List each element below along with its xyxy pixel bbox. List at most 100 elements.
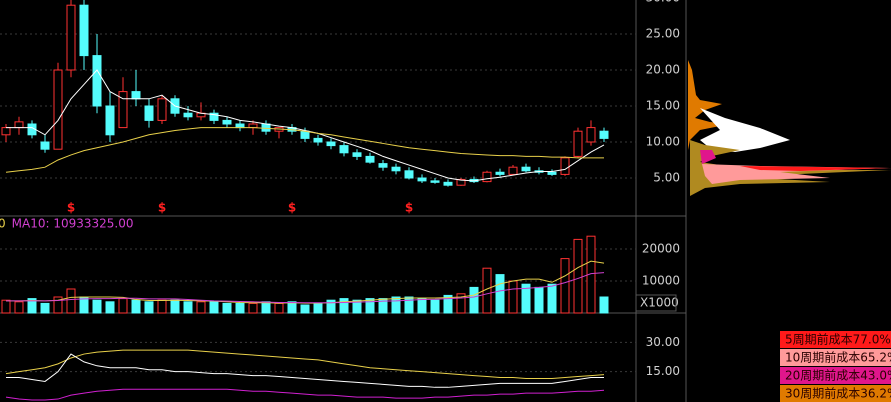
volume-bar — [521, 283, 531, 314]
y-tick-label: 10.00 — [646, 135, 680, 149]
y-tick-label: 25.00 — [646, 27, 680, 41]
volume-bar — [378, 298, 388, 314]
candle-body — [92, 55, 102, 107]
chip-shape — [688, 60, 730, 150]
volume-bar — [53, 296, 63, 314]
candle-body — [66, 4, 76, 71]
volume-bar — [599, 296, 609, 314]
volume-bar — [261, 301, 271, 314]
volume-bar — [404, 296, 414, 314]
chip-shape — [690, 140, 891, 196]
y-tick-label: 5.00 — [653, 171, 680, 185]
candle-body — [326, 141, 336, 147]
chip-legend-box — [780, 331, 891, 348]
legend-text: MA10: 10933325.00 — [12, 217, 134, 231]
candle-body — [183, 112, 193, 118]
candle-body — [443, 181, 453, 186]
volume-bar — [573, 238, 583, 314]
candle-body — [222, 119, 232, 125]
volume-bar — [144, 301, 154, 314]
chip-shape — [740, 166, 891, 171]
candle-body — [313, 137, 323, 143]
ma-line — [6, 69, 605, 182]
volume-bar — [157, 299, 167, 314]
volume-bar — [222, 302, 232, 314]
candle-body — [300, 130, 310, 139]
candle-body — [131, 91, 141, 100]
chip-shape — [700, 108, 790, 152]
volume-bar — [209, 301, 219, 314]
ma-line — [6, 272, 605, 304]
ma-line — [5, 388, 605, 401]
candle-body — [105, 105, 115, 136]
unit-box — [635, 294, 677, 312]
candle-body — [430, 180, 440, 183]
chip-legend-box — [780, 349, 891, 366]
candle-body — [352, 152, 362, 157]
candle-body — [521, 166, 531, 172]
candle-body — [508, 166, 518, 175]
volume-bar — [40, 302, 50, 314]
chip-legend-text: 20周期前成本43.0% — [785, 368, 891, 383]
ma-line — [6, 353, 604, 388]
chip-legend-text: 30周期前成本36.2% — [785, 386, 891, 401]
volume-bar — [339, 298, 349, 314]
ma-line — [5, 349, 605, 380]
candle-body — [482, 171, 492, 183]
volume-bar — [287, 301, 297, 314]
candle-body — [339, 145, 349, 154]
volume-bar — [391, 296, 401, 314]
y-tick-label: 30.00 — [646, 335, 680, 349]
candle-body — [248, 123, 258, 129]
candle-body — [1, 127, 11, 136]
volume-bar — [1, 299, 11, 314]
volume-bar — [170, 299, 180, 314]
candle-body — [40, 141, 50, 150]
candle-body — [586, 127, 596, 143]
volume-bar — [417, 298, 427, 314]
chip-distribution — [688, 60, 891, 196]
volume-bar — [456, 293, 466, 314]
volume-bar — [14, 301, 24, 314]
volume-bar — [326, 299, 336, 314]
volume-bar — [274, 302, 284, 314]
candle-body — [599, 130, 609, 139]
candle-body — [53, 69, 63, 150]
candle-body — [547, 171, 557, 175]
volume-bar — [365, 298, 375, 314]
candle-body — [365, 155, 375, 163]
y-tick-label: 10000 — [642, 274, 680, 288]
candle-body — [404, 170, 414, 179]
volume-bar — [105, 301, 115, 314]
y-tick-label: 20000 — [642, 242, 680, 256]
signal-marker: $ — [405, 201, 413, 215]
volume-bar — [443, 294, 453, 314]
volume-bar — [313, 302, 323, 314]
volume-bar — [196, 301, 206, 314]
volume-bar — [508, 280, 518, 314]
volume-bar — [547, 283, 557, 314]
candle-body — [573, 130, 583, 157]
volume-bar — [183, 301, 193, 314]
y-tick-label: 15.00 — [646, 99, 680, 113]
volume-bar — [66, 288, 76, 314]
candle-body — [118, 91, 128, 129]
candle-body — [378, 163, 388, 168]
legend-text: 0 — [0, 217, 6, 231]
volume-bar — [352, 299, 362, 314]
chip-legend-box — [780, 367, 891, 384]
unit-label: X1000 — [640, 296, 679, 310]
volume-bar — [118, 298, 128, 314]
candle-body — [157, 98, 167, 121]
candle-body — [495, 171, 505, 175]
ma-line — [5, 127, 604, 173]
volume-bar — [92, 299, 102, 314]
volume-bar — [534, 286, 544, 314]
chip-legend-text: 10周期前成本65.2% — [785, 350, 891, 365]
y-tick-label: 20.00 — [646, 63, 680, 77]
chip-legend-box — [780, 385, 891, 402]
candle-body — [560, 157, 570, 175]
candle-body — [144, 105, 154, 121]
volume-bar — [235, 302, 245, 314]
